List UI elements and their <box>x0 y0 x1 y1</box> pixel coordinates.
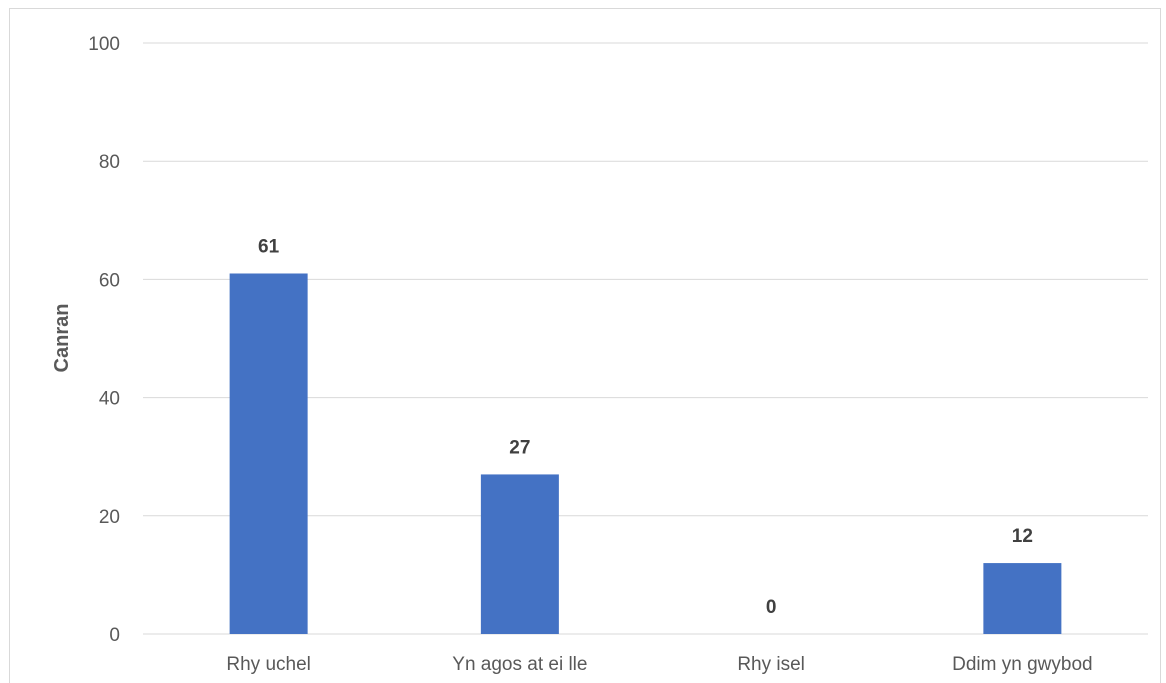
data-label: 0 <box>766 597 777 618</box>
y-tick-label: 0 <box>109 625 120 646</box>
bar <box>230 273 308 634</box>
x-category-label: Rhy uchel <box>226 654 311 675</box>
bar <box>983 563 1061 634</box>
data-label: 61 <box>258 236 280 257</box>
x-category-labels: Rhy uchel Yn agos at ei lle Rhy isel Ddim y… <box>226 654 1092 675</box>
y-tick-label: 60 <box>99 270 120 291</box>
bar <box>481 474 559 634</box>
data-labels: 61 27 0 12 <box>258 236 1033 618</box>
x-category-label: Rhy isel <box>737 654 805 675</box>
y-axis-title: Canran <box>51 304 73 373</box>
y-tick-label: 40 <box>99 389 120 410</box>
x-category-label: Yn agos at ei lle <box>452 654 587 675</box>
x-category-label: Ddim yn gwybod <box>952 654 1092 675</box>
data-label: 27 <box>509 437 530 458</box>
bars <box>230 273 1062 634</box>
y-tick-labels: 0 20 40 60 80 100 <box>88 34 120 646</box>
y-tick-label: 80 <box>99 152 120 173</box>
data-label: 12 <box>1012 526 1033 547</box>
y-tick-label: 100 <box>88 34 120 55</box>
y-tick-label: 20 <box>99 507 120 528</box>
